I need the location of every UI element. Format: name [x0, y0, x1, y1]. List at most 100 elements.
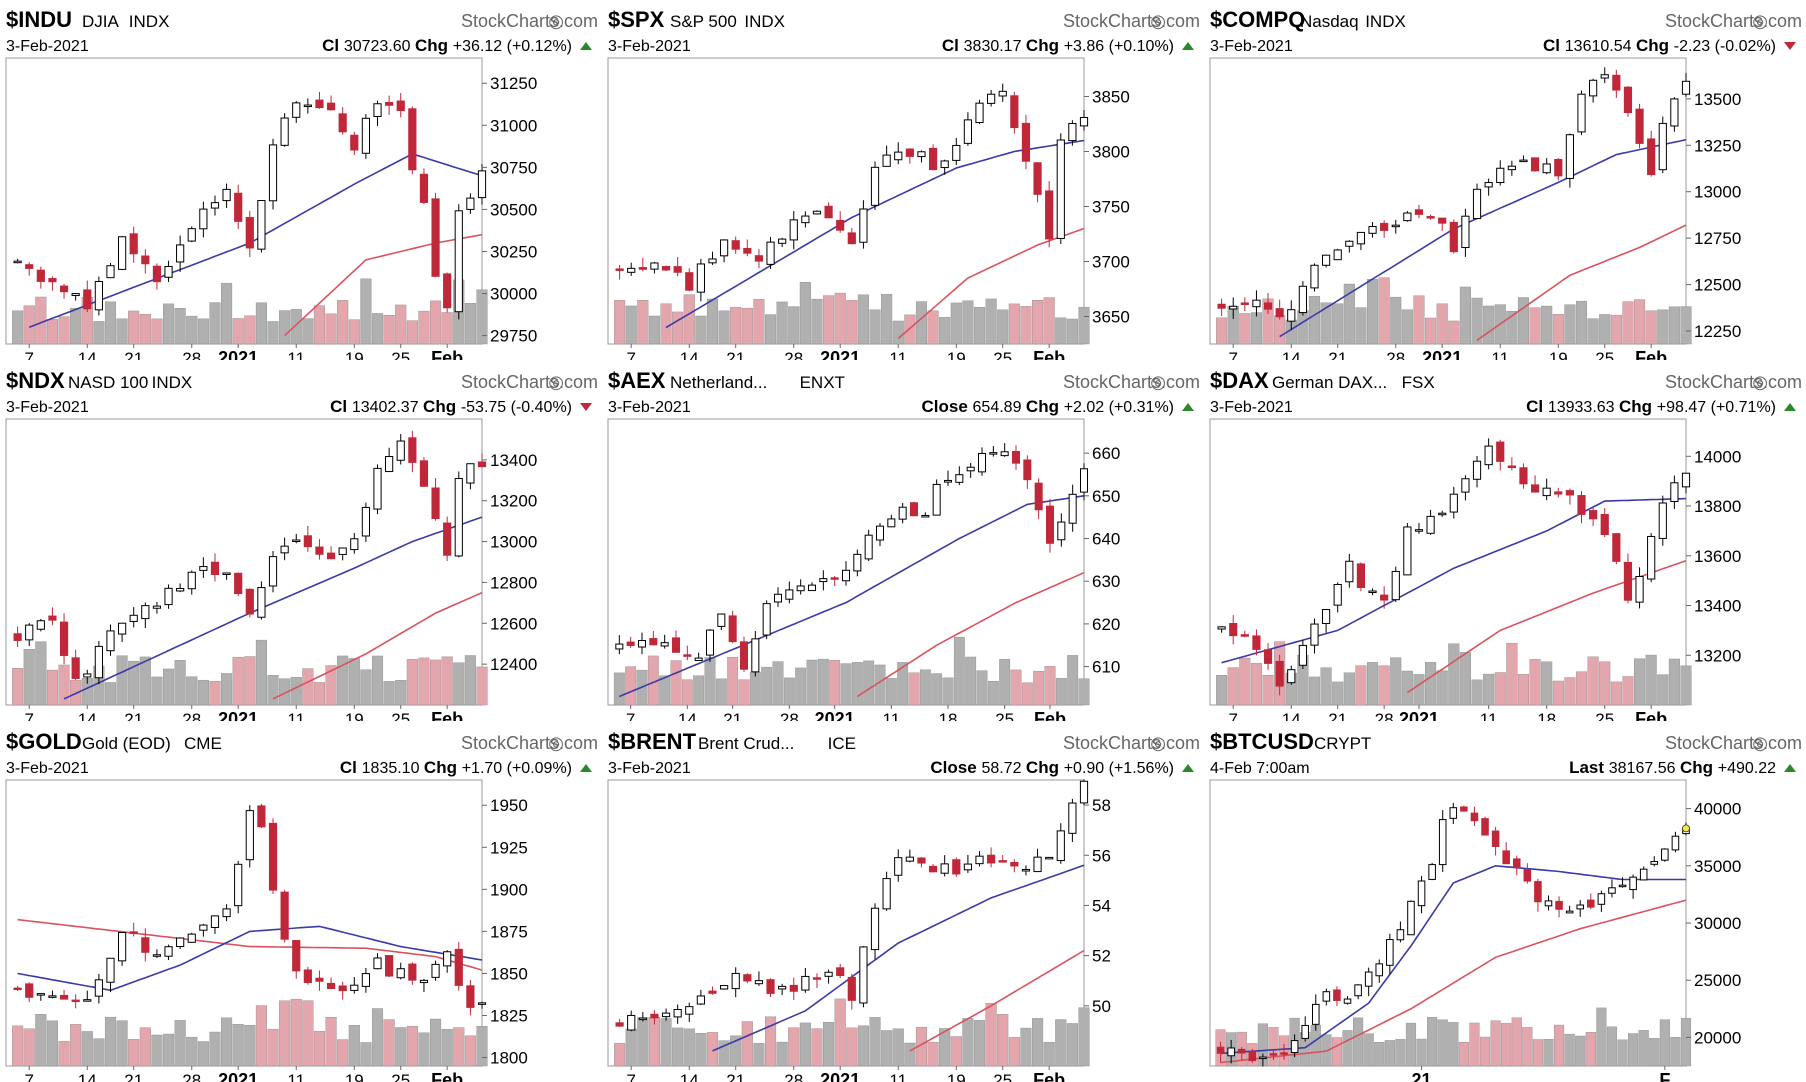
- volume-bar: [1564, 304, 1576, 345]
- candle: [1530, 475, 1540, 493]
- volume-bar: [12, 668, 24, 706]
- candle-body: [1057, 521, 1066, 541]
- volume-bar: [302, 668, 314, 706]
- volume-bar: [209, 681, 221, 706]
- volume-bar: [648, 1017, 660, 1067]
- x-tick-label: 11: [287, 1071, 305, 1082]
- candle-body: [1460, 806, 1468, 812]
- candle: [280, 113, 289, 147]
- volume-bar: [1436, 670, 1448, 706]
- candle-body: [1600, 514, 1609, 535]
- candle: [1000, 443, 1009, 457]
- volume-bar: [1401, 309, 1413, 345]
- candle-body: [1681, 80, 1691, 95]
- chart-panel-brent[interactable]: $BRENT Brent Crud... ICE ◎ StockCharts.com 3-…: [602, 722, 1204, 1082]
- candle: [637, 632, 647, 655]
- candle-body: [1496, 441, 1505, 462]
- chart-panel-aex[interactable]: $AEX Netherland... ENXT ◎ StockCharts.com 3-F…: [602, 361, 1204, 721]
- x-tick-label: 7: [24, 349, 33, 360]
- candle-body: [1650, 861, 1659, 865]
- candle: [1576, 900, 1585, 917]
- candle: [1470, 806, 1479, 826]
- candle-body: [696, 995, 705, 1005]
- volume-bar: [1448, 1022, 1459, 1067]
- candle: [1428, 862, 1436, 881]
- candle-body: [719, 985, 729, 990]
- volume-bar: [1366, 662, 1379, 706]
- chart-panel-indu[interactable]: $INDU DJIA INDX ◎ StockCharts.com 3-Feb-2021 C…: [0, 0, 602, 360]
- candle: [1414, 204, 1424, 219]
- candle-body: [638, 1017, 647, 1021]
- volume-bar: [464, 655, 476, 706]
- ticker-name: S&P 500: [670, 12, 737, 31]
- candle-body: [649, 638, 658, 646]
- x-tick-label: 28: [182, 1071, 201, 1082]
- x-tick-label: Feb: [1635, 709, 1667, 721]
- candle: [739, 636, 749, 672]
- candle-body: [164, 946, 173, 957]
- volume-bar: [795, 667, 807, 706]
- volume-bar: [695, 315, 707, 345]
- candle-body: [245, 588, 254, 615]
- candle: [1449, 219, 1458, 254]
- volume-bar: [1416, 1038, 1427, 1067]
- candle-body: [615, 268, 624, 271]
- volume-bar: [70, 680, 82, 706]
- chart-panel-spx[interactable]: $SPX S&P 500 INDX ◎ StockCharts.com 3-Feb-202…: [602, 0, 1204, 360]
- candle-body: [1310, 623, 1319, 646]
- candle: [963, 112, 973, 146]
- chart-panel-gold[interactable]: $GOLD Gold (EOD) CME ◎ StockCharts.com 3-Feb-…: [0, 722, 602, 1082]
- candle: [1565, 905, 1574, 914]
- chart-panel-ndx[interactable]: $NDX NASD 100 INDX ◎ StockCharts.com 3-Feb-20…: [0, 361, 602, 721]
- chart-panel-btcusd[interactable]: $BTCUSD CRYPT ◎ StockCharts.com 4-Feb 7:00am…: [1204, 722, 1806, 1082]
- candle: [1484, 178, 1493, 196]
- volume-bar: [151, 318, 163, 345]
- volume-bar: [12, 310, 24, 345]
- candle: [1461, 208, 1470, 257]
- chart-svg-gold: $GOLD Gold (EOD) CME ◎StockCharts.com 3-Feb-…: [5, 729, 598, 1082]
- candle-body: [921, 514, 930, 518]
- candle-body: [1391, 570, 1400, 601]
- candle-body: [1530, 157, 1540, 172]
- candle-body: [1484, 445, 1493, 466]
- volume-bar: [453, 1027, 465, 1067]
- y-axis: 660 650 640 630 620 610: [1084, 444, 1120, 677]
- volume-bar: [58, 316, 70, 345]
- candle: [106, 957, 115, 993]
- candle: [649, 630, 658, 646]
- candle: [661, 1008, 671, 1021]
- candle: [1252, 629, 1261, 656]
- candle-body: [661, 1012, 671, 1018]
- candle-body: [141, 937, 150, 953]
- ticker-symbol: $NDX: [6, 368, 65, 393]
- candle: [905, 849, 914, 863]
- candle-body: [59, 621, 69, 656]
- chart-panel-compq[interactable]: $COMPQ Nasdaq INDX ◎ StockCharts.com 3-Feb-20…: [1204, 0, 1806, 360]
- candle-body: [477, 461, 487, 468]
- ticker-name: Gold (EOD): [82, 734, 171, 753]
- candle: [245, 588, 254, 618]
- exchange-label: INDX: [1365, 12, 1406, 31]
- candle-body: [1356, 563, 1366, 588]
- volume-bar: [186, 315, 198, 345]
- volume-bar: [162, 303, 175, 345]
- candle: [1252, 290, 1261, 317]
- candle: [1298, 281, 1307, 316]
- candle: [1417, 876, 1426, 914]
- volume-bar: [1274, 315, 1286, 345]
- volume-bar: [953, 636, 965, 706]
- candle-body: [870, 166, 880, 206]
- volume-bar: [383, 315, 395, 345]
- volume-bar: [973, 1020, 986, 1067]
- candle-body: [71, 293, 80, 296]
- candle: [830, 576, 839, 587]
- x-axis: 21 F: [1412, 1066, 1670, 1082]
- chart-panel-dax[interactable]: $DAX German DAX... FSX ◎ StockCharts.com 3-Fe…: [1204, 361, 1806, 721]
- volume-bar: [1599, 661, 1611, 706]
- candle-body: [210, 561, 220, 576]
- volume-bar: [1610, 681, 1622, 706]
- volume-bar: [93, 321, 105, 345]
- candle-body: [1523, 869, 1532, 882]
- candle: [25, 982, 34, 1003]
- volume-bar: [764, 314, 777, 345]
